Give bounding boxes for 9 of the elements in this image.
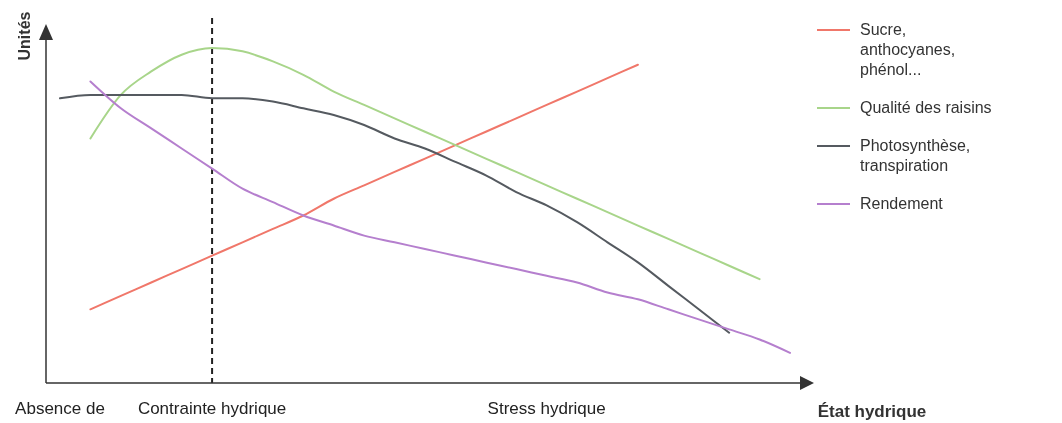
x-tick-label: Stress hydrique xyxy=(487,399,606,418)
legend-label: Rendement xyxy=(860,195,944,212)
x-tick-label: Absence de xyxy=(15,399,105,418)
legend-label: Qualité des raisins xyxy=(860,99,992,116)
x-tick-label: Contrainte hydrique xyxy=(137,399,287,418)
y-axis-title: Unités xyxy=(16,11,33,61)
legend-label: Photosynthèse, transpiration xyxy=(860,137,971,174)
x-axis-title: État hydrique xyxy=(817,402,927,421)
legend-label: Sucre, anthocyanes, phénol... xyxy=(860,21,956,78)
